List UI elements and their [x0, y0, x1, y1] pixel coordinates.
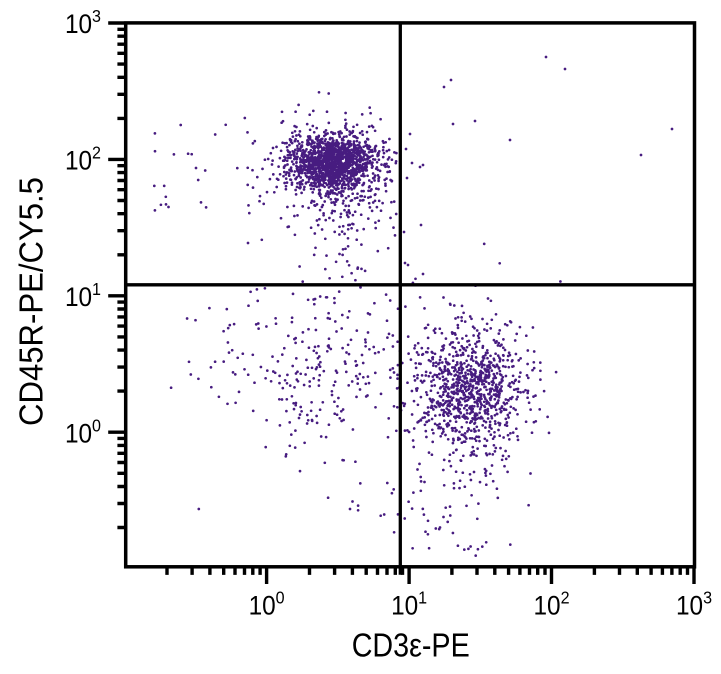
svg-text:100: 100: [65, 416, 101, 449]
svg-text:103: 103: [65, 6, 101, 39]
svg-text:CD3ε-PE: CD3ε-PE: [352, 627, 470, 664]
svg-text:101: 101: [65, 279, 101, 312]
svg-text:102: 102: [65, 143, 101, 176]
svg-text:CD45R-PE/CY5.5: CD45R-PE/CY5.5: [13, 177, 50, 426]
